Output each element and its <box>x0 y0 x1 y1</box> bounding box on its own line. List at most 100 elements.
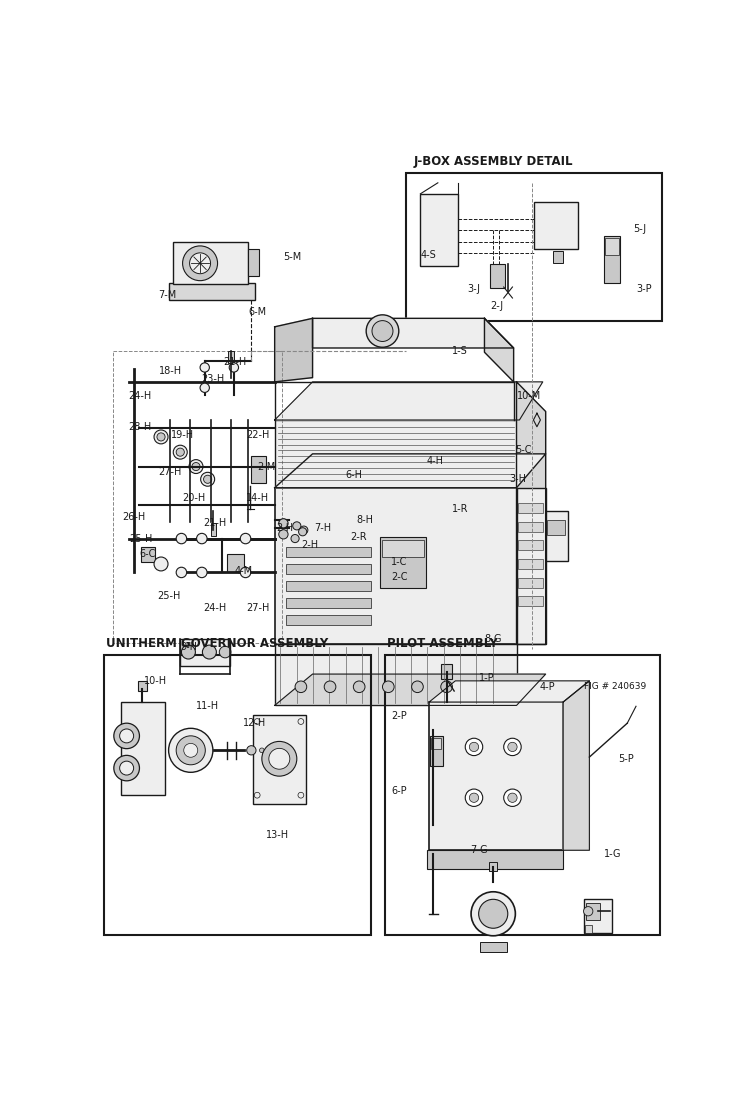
Polygon shape <box>484 318 514 382</box>
Circle shape <box>293 521 301 530</box>
Bar <box>287 615 371 625</box>
Text: 3-J: 3-J <box>467 284 480 294</box>
Text: 22-H: 22-H <box>247 430 270 440</box>
Bar <box>287 564 371 574</box>
Bar <box>518 503 543 513</box>
Text: 4-H: 4-H <box>426 455 443 465</box>
Bar <box>585 925 592 933</box>
Bar <box>168 283 255 299</box>
Circle shape <box>229 363 238 372</box>
Circle shape <box>201 472 214 486</box>
Bar <box>251 455 266 483</box>
Bar <box>287 581 371 591</box>
Bar <box>605 238 619 255</box>
Polygon shape <box>313 318 514 348</box>
Text: PILOT ASSEMBLY: PILOT ASSEMBLY <box>387 637 497 650</box>
Circle shape <box>504 738 521 756</box>
Text: 4-P: 4-P <box>540 682 556 692</box>
Circle shape <box>220 647 231 658</box>
Text: 1-S: 1-S <box>453 345 468 355</box>
Circle shape <box>298 792 304 799</box>
Circle shape <box>504 789 521 806</box>
Bar <box>253 715 305 804</box>
Circle shape <box>383 681 394 693</box>
Text: 4-M: 4-M <box>235 565 253 575</box>
Circle shape <box>254 792 260 799</box>
Circle shape <box>300 526 308 535</box>
Circle shape <box>465 738 483 756</box>
Circle shape <box>192 462 200 471</box>
Text: 27-H: 27-H <box>158 468 181 477</box>
Text: 6-M: 6-M <box>248 307 266 317</box>
Bar <box>211 524 217 536</box>
Text: 2-P: 2-P <box>391 712 407 722</box>
Circle shape <box>196 534 207 543</box>
Text: 25-H: 25-H <box>157 591 180 602</box>
Circle shape <box>469 793 479 802</box>
Circle shape <box>441 681 453 693</box>
Text: 2-H: 2-H <box>276 524 293 534</box>
Polygon shape <box>274 674 546 705</box>
Bar <box>180 638 230 666</box>
Bar <box>228 351 234 363</box>
Bar <box>380 537 426 587</box>
Bar <box>121 702 165 795</box>
Bar <box>420 194 458 266</box>
Polygon shape <box>517 382 546 645</box>
Bar <box>518 578 543 587</box>
Circle shape <box>183 744 198 757</box>
Circle shape <box>189 460 203 473</box>
Text: 6-C: 6-C <box>139 549 156 559</box>
Bar <box>489 862 497 870</box>
Bar <box>517 487 546 645</box>
Text: 6-P: 6-P <box>391 786 407 796</box>
Bar <box>382 540 424 558</box>
Bar <box>546 512 568 561</box>
Circle shape <box>469 742 479 751</box>
Circle shape <box>190 253 211 274</box>
Text: 1-C: 1-C <box>391 558 408 568</box>
Text: 1-R: 1-R <box>452 504 468 514</box>
Circle shape <box>241 534 250 543</box>
Circle shape <box>168 728 213 772</box>
Text: 11-H: 11-H <box>196 702 219 712</box>
Bar <box>518 521 543 531</box>
Circle shape <box>465 789 483 806</box>
Circle shape <box>372 320 393 341</box>
Bar <box>287 598 371 608</box>
Circle shape <box>295 681 307 693</box>
Circle shape <box>202 645 217 659</box>
Polygon shape <box>274 382 543 420</box>
Text: 7-G: 7-G <box>470 845 487 856</box>
Text: 10-H: 10-H <box>144 675 167 686</box>
Bar <box>427 850 562 869</box>
Circle shape <box>114 723 139 749</box>
Circle shape <box>181 645 196 659</box>
Text: 28-H: 28-H <box>128 421 151 432</box>
Circle shape <box>114 756 139 781</box>
Circle shape <box>366 315 399 348</box>
Text: 2-M: 2-M <box>257 462 275 472</box>
Circle shape <box>196 568 207 578</box>
Circle shape <box>254 718 260 725</box>
Polygon shape <box>274 318 313 382</box>
Circle shape <box>154 430 168 444</box>
Text: 18-H: 18-H <box>159 366 183 376</box>
Bar <box>518 540 543 550</box>
Circle shape <box>176 448 184 456</box>
Bar <box>547 520 565 536</box>
Circle shape <box>183 246 217 280</box>
Text: 24-H: 24-H <box>128 392 151 402</box>
Text: 10-M: 10-M <box>517 392 541 402</box>
Circle shape <box>279 530 288 539</box>
Circle shape <box>411 681 423 693</box>
Bar <box>431 738 441 749</box>
Bar <box>518 559 543 569</box>
Text: 26-H: 26-H <box>122 513 145 522</box>
Bar <box>604 236 620 283</box>
Circle shape <box>299 528 307 536</box>
Circle shape <box>291 535 299 542</box>
Bar <box>406 173 663 321</box>
Circle shape <box>584 906 593 916</box>
Text: 6-H: 6-H <box>346 470 362 480</box>
